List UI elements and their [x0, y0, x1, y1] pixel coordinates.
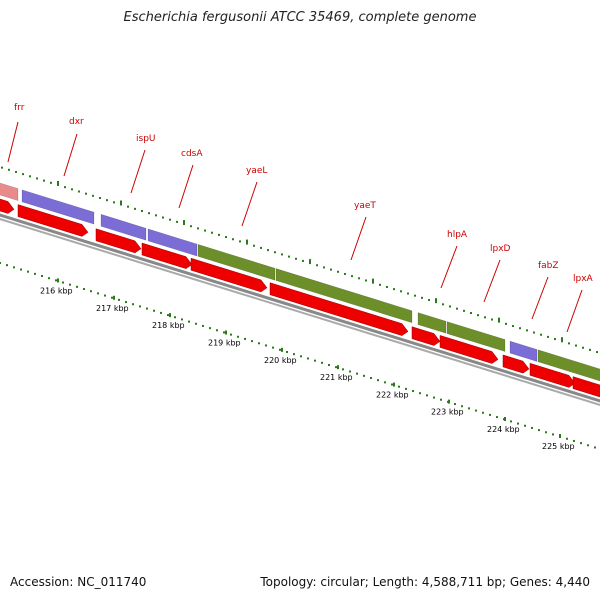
gene-block-lpxD[interactable] [446, 321, 506, 352]
tick-label: 221 kbp [320, 373, 353, 382]
reverse-gene-arrow[interactable] [439, 335, 499, 364]
gene-label-frr[interactable]: frr [14, 103, 25, 113]
gene-block-yaeL[interactable] [197, 244, 276, 281]
tick-label: 224 kbp [487, 425, 520, 434]
reverse-gene-arrow[interactable] [529, 362, 576, 388]
gene-block-dxr[interactable] [21, 189, 95, 225]
reverse-gene-arrow[interactable] [269, 282, 409, 336]
gene-label-cdsA[interactable]: cdsA [181, 149, 203, 159]
gene-label-hlpA[interactable]: hlpA [447, 230, 468, 240]
tick-label: 218 kbp [152, 321, 185, 330]
tick-label: 217 kbp [96, 304, 129, 313]
gene-leader-line [63, 133, 78, 177]
tick-label: 222 kbp [376, 391, 409, 400]
gene-block-cdsA[interactable] [147, 228, 198, 257]
tick-label: 225 kbp [542, 442, 575, 451]
forward-strand-genes [0, 180, 600, 384]
reverse-gene-arrow[interactable] [17, 204, 89, 237]
gene-label-yaeT[interactable]: yaeT [354, 201, 376, 211]
outer-tick-ring [1, 166, 598, 354]
gene-leader-line [130, 149, 146, 194]
gene-block-yaeT[interactable] [275, 268, 413, 324]
backbone-outer [0, 213, 600, 403]
gene-label-yaeL[interactable]: yaeL [246, 166, 267, 176]
inner-tick-ring: 216 kbp 217 kbp 218 kbp 219 kbp 220 kbp 221 k… [0, 262, 596, 451]
gene-block-hlpA[interactable] [417, 312, 447, 334]
tick-label: 219 kbp [208, 338, 241, 347]
gene-leader-line [531, 276, 549, 320]
gene-leader-line [7, 121, 19, 163]
gene-label-fabZ[interactable]: fabZ [538, 261, 559, 271]
gene-labels: frr dxr ispU cdsA yaeL yaeT hlpA lpxD fabZ lpxA [7, 103, 594, 333]
tick-label: 223 kbp [431, 408, 464, 417]
gene-block-lpxA[interactable] [537, 349, 600, 384]
reverse-strand-genes [0, 196, 600, 399]
gene-leader-line [350, 216, 367, 261]
gene-leader-line [178, 164, 194, 209]
reverse-gene-arrow[interactable] [572, 376, 600, 399]
gene-leader-line [483, 259, 501, 303]
reverse-gene-arrow[interactable] [141, 242, 193, 269]
gene-label-dxr[interactable]: dxr [69, 117, 84, 127]
accession-label: Accession: NC_011740 [10, 575, 147, 589]
gene-block-frr[interactable] [0, 180, 19, 201]
gene-label-ispU[interactable]: ispU [136, 134, 156, 144]
reverse-gene-arrow[interactable] [411, 326, 441, 346]
reverse-gene-arrow[interactable] [190, 257, 268, 293]
gene-block-ispU[interactable] [100, 213, 147, 241]
backbone-inner [0, 218, 600, 406]
gene-label-lpxA[interactable]: lpxA [573, 274, 594, 284]
gene-leader-line [566, 289, 583, 333]
gene-leader-line [241, 181, 258, 227]
genome-summary: Topology: circular; Length: 4,588,711 bp… [260, 575, 590, 589]
tick-label: 216 kbp [40, 286, 73, 295]
reverse-gene-arrow[interactable] [502, 354, 530, 374]
gene-block-fabZ[interactable] [509, 340, 538, 362]
reverse-gene-arrow[interactable] [95, 228, 142, 254]
gene-label-lpxD[interactable]: lpxD [490, 244, 511, 254]
gene-leader-line [440, 245, 458, 289]
genome-title: Escherichia fergusonii ATCC 35469, compl… [123, 10, 477, 25]
reverse-gene-arrow[interactable] [0, 196, 15, 214]
tick-label: 220 kbp [264, 356, 297, 365]
